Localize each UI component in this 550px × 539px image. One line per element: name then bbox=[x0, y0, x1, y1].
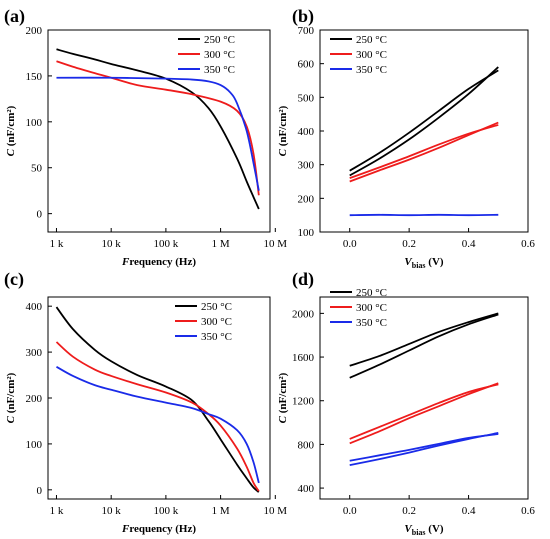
panel-1: (b) 0.0 0.2 0.4 0.6 100 200 300 400 500 600 700 Vbia… bbox=[277, 6, 535, 270]
x-tick-label: 1 M bbox=[212, 505, 230, 517]
x-tick-label: 1 k bbox=[50, 505, 64, 517]
x-tick-label: 100 k bbox=[154, 238, 179, 250]
x-tick-label: 10 M bbox=[264, 238, 288, 250]
panel-letter: (c) bbox=[4, 269, 24, 290]
x-tick-label: 100 k bbox=[154, 505, 179, 517]
y-tick-label: 500 bbox=[298, 92, 315, 104]
x-tick-label: 0.2 bbox=[402, 505, 416, 517]
x-tick-label: 0.2 bbox=[402, 238, 416, 250]
series-line bbox=[55, 306, 260, 493]
x-axis-label: Frequency (Hz) bbox=[121, 523, 196, 535]
y-tick-label: 0 bbox=[37, 209, 43, 221]
series-line bbox=[349, 121, 499, 183]
y-tick-label: 400 bbox=[298, 126, 315, 138]
panel-letter: (d) bbox=[292, 269, 314, 290]
x-tick-label: 0.4 bbox=[462, 505, 476, 517]
x-tick-label: 1 k bbox=[50, 238, 64, 250]
legend-label: 300 °C bbox=[356, 302, 387, 314]
y-tick-label: 100 bbox=[26, 439, 43, 451]
legend-label: 350 °C bbox=[356, 64, 387, 76]
x-axis-label: Vbias (V) bbox=[404, 523, 443, 537]
y-tick-label: 700 bbox=[298, 25, 315, 37]
x-tick-label: 0.4 bbox=[462, 238, 476, 250]
legend-label: 300 °C bbox=[204, 49, 235, 61]
series-line bbox=[349, 382, 499, 445]
y-tick-label: 100 bbox=[298, 227, 315, 239]
y-tick-label: 600 bbox=[298, 59, 315, 71]
y-tick-label: 300 bbox=[26, 347, 43, 359]
y-axis-label: C (nF/cm²) bbox=[277, 105, 289, 156]
x-axis-label: Frequency (Hz) bbox=[121, 256, 196, 268]
y-tick-label: 400 bbox=[26, 301, 43, 313]
y-axis-label: C (nF/cm²) bbox=[5, 105, 17, 156]
legend-label: 350 °C bbox=[356, 317, 387, 329]
plot-frame bbox=[319, 296, 529, 500]
legend-label: 250 °C bbox=[204, 34, 235, 46]
y-axis-label: C (nF/cm²) bbox=[277, 372, 289, 423]
y-tick-label: 300 bbox=[298, 160, 315, 172]
series-line bbox=[349, 124, 499, 179]
series-line bbox=[349, 432, 499, 467]
panel-0: (a) 1 k 10 k 100 k 1 M 10 M 0 50 100 150 200 Freque… bbox=[4, 6, 287, 268]
series-line bbox=[349, 383, 499, 440]
y-tick-label: 800 bbox=[298, 439, 315, 451]
legend-label: 350 °C bbox=[201, 331, 232, 343]
panel-letter: (b) bbox=[292, 6, 314, 27]
panel-3: (d) 0.0 0.2 0.4 0.6 400 800 1200 1600 2000 Vbias (… bbox=[277, 269, 535, 537]
x-tick-label: 10 M bbox=[264, 505, 288, 517]
legend-label: 350 °C bbox=[204, 64, 235, 76]
series-line bbox=[349, 433, 499, 462]
series-line bbox=[349, 312, 499, 367]
y-tick-label: 200 bbox=[26, 393, 43, 405]
x-axis-label: Vbias (V) bbox=[404, 256, 443, 270]
x-tick-label: 1 M bbox=[212, 238, 230, 250]
series-line bbox=[56, 76, 260, 191]
plot-frame bbox=[47, 296, 271, 500]
series-line bbox=[55, 341, 260, 492]
y-tick-label: 2000 bbox=[292, 308, 315, 320]
panel-2: (c) 1 k 10 k 100 k 1 M 10 M 0 100 200 300 400 Frequ… bbox=[4, 269, 287, 535]
y-tick-label: 0 bbox=[37, 485, 43, 497]
y-tick-label: 200 bbox=[298, 193, 315, 205]
series-line bbox=[56, 365, 260, 484]
x-tick-label: 10 k bbox=[102, 238, 122, 250]
y-tick-label: 100 bbox=[26, 117, 43, 129]
series-line bbox=[56, 60, 260, 196]
panel-letter: (a) bbox=[4, 6, 25, 27]
x-tick-label: 0.0 bbox=[343, 238, 357, 250]
x-tick-label: 0.6 bbox=[521, 505, 535, 517]
legend-label: 300 °C bbox=[201, 316, 232, 328]
y-tick-label: 200 bbox=[26, 25, 43, 37]
y-tick-label: 1200 bbox=[292, 396, 315, 408]
x-tick-label: 0.6 bbox=[521, 238, 535, 250]
y-tick-label: 400 bbox=[298, 483, 315, 495]
legend-label: 300 °C bbox=[356, 49, 387, 61]
legend-label: 250 °C bbox=[356, 34, 387, 46]
y-tick-label: 150 bbox=[26, 71, 43, 83]
series-line bbox=[349, 66, 499, 177]
plot-frame bbox=[319, 29, 529, 233]
legend-label: 250 °C bbox=[201, 301, 232, 313]
x-tick-label: 0.0 bbox=[343, 505, 357, 517]
series-line bbox=[56, 48, 260, 210]
series-line bbox=[349, 313, 499, 379]
x-tick-label: 10 k bbox=[102, 505, 122, 517]
y-tick-label: 1600 bbox=[292, 352, 315, 364]
y-axis-label: C (nF/cm²) bbox=[5, 372, 17, 423]
plot-frame bbox=[47, 29, 271, 233]
series-line bbox=[349, 69, 499, 172]
y-tick-label: 50 bbox=[31, 163, 43, 175]
legend-label: 250 °C bbox=[356, 287, 387, 299]
